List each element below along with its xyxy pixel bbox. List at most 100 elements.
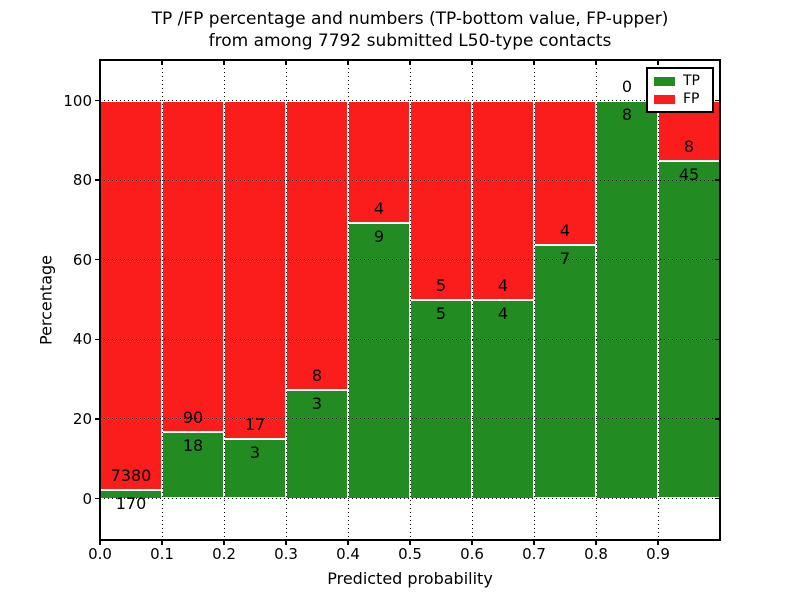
bar-tp-5 [410,299,472,499]
y-tick-right-1 [714,418,720,420]
x-tick-bottom-6 [471,540,473,545]
legend-label-fp: FP [683,91,700,107]
fp-count-label-0: 7380 [110,465,152,485]
horizontal-gridline-5 [100,100,720,101]
fp-count-label-3: 8 [311,366,323,385]
fp-color-swatch-icon [654,94,675,104]
x-tick-top-1 [161,60,163,65]
tp-count-label-6: 4 [497,303,509,323]
fp-count-label-5: 5 [435,275,447,295]
fp-count-label-4: 4 [373,199,385,218]
bar-fp-5 [410,100,472,300]
y-tick-left-1 [94,418,100,420]
x-tick-bottom-5 [409,540,411,545]
bar-tp-2 [224,438,286,499]
legend-entry-tp: TP [654,74,706,88]
x-tick-top-5 [409,60,411,65]
vertical-gridline-8 [595,60,597,540]
tp-color-swatch-icon [654,76,675,86]
x-tick-label-4: 0.4 [336,545,360,563]
tp-count-label-9: 45 [678,164,700,184]
x-tick-top-3 [285,60,287,65]
bar-tp-8 [596,100,658,499]
fp-count-label-6: 4 [497,275,509,295]
legend-label-tp: TP [683,73,700,89]
vertical-gridline-6 [471,60,473,540]
bar-fp-1 [162,100,224,433]
x-tick-bottom-9 [657,540,659,545]
y-tick-label-2: 40 [72,330,92,349]
x-tick-bottom-2 [223,540,225,545]
fp-count-label-8: 0 [621,76,633,96]
x-tick-label-5: 0.5 [398,545,422,563]
x-tick-bottom-0 [99,540,101,545]
chart-title: TP /FP percentage and numbers (TP-bottom… [20,8,800,52]
x-tick-top-6 [471,60,473,65]
x-tick-top-8 [595,60,597,65]
horizontal-gridline-4 [100,179,720,181]
vertical-gridline-1 [161,60,163,540]
y-tick-left-0 [94,497,100,500]
bar-tp-6 [472,299,534,499]
x-tick-label-0: 0.0 [88,545,112,563]
tp-count-label-0: 170 [115,493,147,513]
bar-tp-7 [534,245,596,499]
bar-fp-2 [224,100,286,439]
horizontal-gridline-0 [100,498,720,499]
chart-title-line1: TP /FP percentage and numbers (TP-bottom… [151,9,669,29]
y-tick-label-1: 20 [72,409,92,428]
bar-tp-9 [658,160,720,499]
horizontal-gridline-1 [100,418,720,420]
y-tick-right-5 [714,99,720,102]
x-tick-bottom-7 [533,540,535,545]
bar-fp-0 [100,100,162,490]
y-tick-right-3 [714,258,720,261]
tp-count-label-4: 9 [373,227,385,246]
x-tick-bottom-8 [595,540,597,545]
bar-fp-7 [534,100,596,246]
legend-entry-fp: FP [654,92,706,106]
y-tick-label-5: 100 [63,91,92,110]
vertical-gridline-2 [223,60,225,540]
x-tick-label-7: 0.7 [522,545,546,563]
x-tick-top-9 [657,60,659,65]
vertical-gridline-3 [285,60,287,540]
legend: TP FP [646,67,714,113]
bar-fp-6 [472,100,534,300]
vertical-gridline-7 [533,60,535,540]
chart-title-line2: from among 7792 submitted L50-type conta… [208,31,612,51]
vertical-gridline-5 [409,60,411,540]
fp-count-label-9: 8 [683,136,695,156]
x-tick-label-8: 0.8 [584,545,608,563]
y-tick-right-0 [714,497,720,500]
y-tick-left-4 [94,179,100,181]
horizontal-gridline-2 [100,338,720,340]
bar-fp-4 [348,100,410,223]
fp-count-label-1: 90 [182,408,204,428]
tp-count-label-7: 7 [559,249,571,269]
y-tick-left-2 [94,338,100,341]
x-tick-label-6: 0.6 [460,545,484,563]
bar-tp-3 [286,390,348,499]
x-tick-bottom-1 [161,540,163,545]
fp-count-label-2: 17 [244,414,266,434]
y-tick-right-4 [714,179,720,181]
y-tick-label-3: 60 [72,250,92,269]
x-tick-bottom-3 [285,540,287,545]
y-tick-left-5 [94,99,100,102]
bar-fp-3 [286,100,348,390]
x-tick-label-3: 0.3 [274,545,298,563]
tp-count-label-1: 18 [182,436,204,456]
tp-count-label-8: 8 [621,104,633,124]
vertical-gridline-9 [657,60,659,540]
y-tick-label-0: 0 [82,489,92,508]
x-tick-top-4 [347,60,349,65]
x-tick-top-7 [533,60,535,65]
x-tick-top-2 [223,60,225,65]
y-tick-right-2 [714,338,720,341]
x-axis-label: Predicted probability [327,569,493,588]
tp-count-label-3: 3 [311,394,323,413]
tp-count-label-2: 3 [249,442,261,462]
bar-tp-4 [348,223,410,499]
